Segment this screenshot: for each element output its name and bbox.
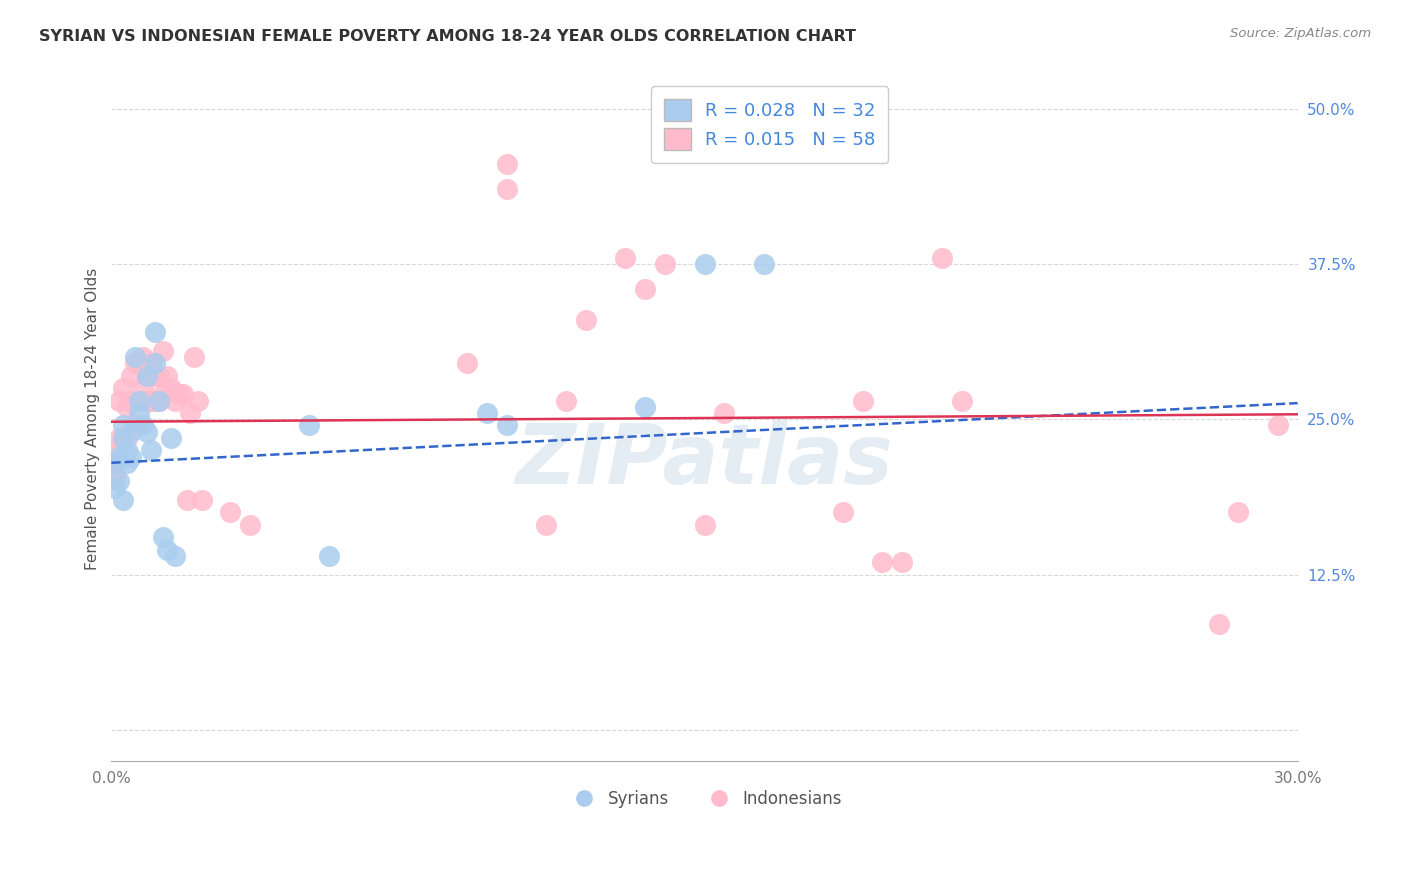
Point: [128, 406, 150, 420]
Point: [139, 393, 162, 408]
Point: [148, 393, 170, 408]
Point: [139, 443, 162, 458]
Point: [156, 542, 179, 557]
Point: [752, 257, 775, 271]
Point: [614, 251, 637, 265]
Point: [148, 393, 170, 408]
Point: [172, 387, 194, 401]
Point: [143, 368, 166, 383]
Point: [124, 418, 146, 433]
Point: [120, 450, 142, 464]
Legend: Syrians, Indonesians: Syrians, Indonesians: [561, 783, 848, 814]
Point: [891, 555, 914, 569]
Point: [495, 418, 517, 433]
Point: [124, 350, 146, 364]
Point: [713, 406, 735, 420]
Point: [575, 313, 598, 327]
Y-axis label: Female Poverty Among 18-24 Year Olds: Female Poverty Among 18-24 Year Olds: [86, 268, 100, 570]
Point: [1267, 418, 1289, 433]
Point: [634, 400, 657, 414]
Point: [115, 456, 138, 470]
Point: [112, 418, 135, 433]
Point: [128, 393, 150, 408]
Point: [120, 425, 142, 439]
Point: [475, 406, 498, 420]
Point: [634, 282, 657, 296]
Point: [239, 517, 262, 532]
Point: [852, 393, 875, 408]
Point: [179, 406, 201, 420]
Point: [104, 456, 127, 470]
Point: [124, 356, 146, 370]
Point: [159, 381, 181, 395]
Point: [132, 381, 155, 395]
Point: [163, 549, 186, 563]
Point: [495, 182, 517, 196]
Point: [156, 368, 179, 383]
Point: [128, 356, 150, 370]
Point: [112, 493, 135, 508]
Point: [120, 393, 142, 408]
Point: [693, 257, 716, 271]
Point: [832, 506, 855, 520]
Text: SYRIAN VS INDONESIAN FEMALE POVERTY AMONG 18-24 YEAR OLDS CORRELATION CHART: SYRIAN VS INDONESIAN FEMALE POVERTY AMON…: [39, 29, 856, 45]
Point: [1227, 506, 1250, 520]
Point: [950, 393, 973, 408]
Point: [167, 387, 190, 401]
Point: [872, 555, 894, 569]
Point: [112, 431, 135, 445]
Point: [143, 356, 166, 370]
Point: [136, 368, 159, 383]
Point: [931, 251, 953, 265]
Point: [693, 517, 716, 532]
Point: [108, 431, 131, 445]
Point: [152, 530, 174, 544]
Point: [495, 157, 517, 171]
Point: [104, 481, 127, 495]
Point: [104, 443, 127, 458]
Point: [654, 257, 676, 271]
Point: [115, 431, 138, 445]
Point: [136, 425, 159, 439]
Point: [191, 493, 214, 508]
Point: [139, 356, 162, 370]
Point: [219, 506, 242, 520]
Point: [555, 393, 578, 408]
Point: [176, 493, 198, 508]
Point: [298, 418, 321, 433]
Point: [108, 393, 131, 408]
Point: [152, 387, 174, 401]
Point: [143, 393, 166, 408]
Point: [456, 356, 478, 370]
Point: [128, 393, 150, 408]
Point: [318, 549, 340, 563]
Point: [136, 368, 159, 383]
Point: [104, 468, 127, 483]
Point: [108, 450, 131, 464]
Point: [108, 475, 131, 489]
Point: [112, 381, 135, 395]
Point: [136, 393, 159, 408]
Point: [132, 350, 155, 364]
Point: [132, 418, 155, 433]
Point: [163, 393, 186, 408]
Point: [120, 368, 142, 383]
Point: [143, 325, 166, 339]
Point: [183, 350, 205, 364]
Point: [159, 431, 181, 445]
Point: [1208, 617, 1230, 632]
Point: [115, 400, 138, 414]
Point: [187, 393, 209, 408]
Point: [152, 343, 174, 358]
Point: [112, 431, 135, 445]
Text: Source: ZipAtlas.com: Source: ZipAtlas.com: [1230, 27, 1371, 40]
Point: [536, 517, 558, 532]
Point: [148, 368, 170, 383]
Point: [115, 443, 138, 458]
Text: ZIPatlas: ZIPatlas: [516, 420, 893, 500]
